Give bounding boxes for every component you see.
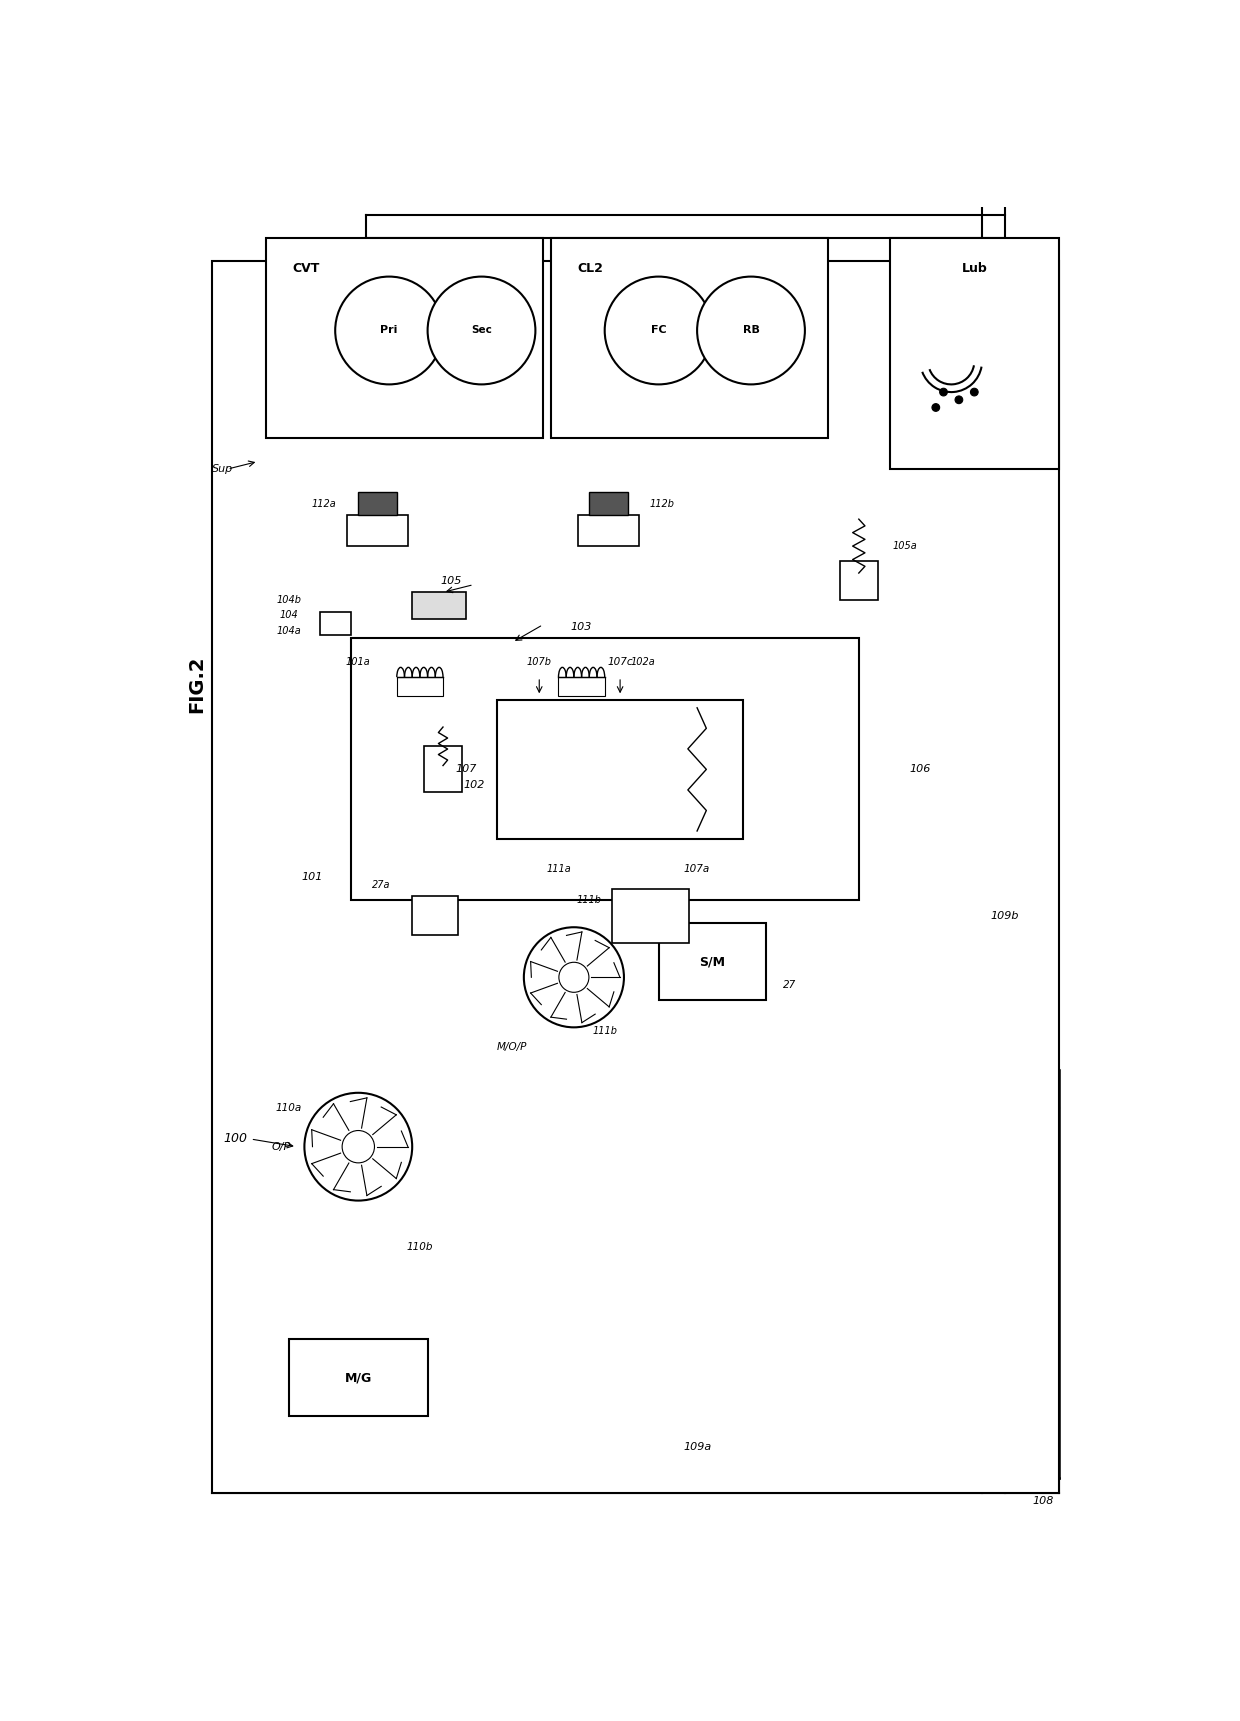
Text: 107b: 107b — [527, 657, 552, 666]
Text: 105: 105 — [440, 577, 461, 585]
Text: Sec: Sec — [471, 325, 492, 336]
Text: 104: 104 — [280, 611, 299, 620]
Circle shape — [971, 389, 978, 396]
Bar — [412, 592, 466, 620]
Bar — [578, 515, 640, 546]
Bar — [397, 676, 443, 697]
Text: O/P: O/P — [272, 1141, 291, 1151]
Text: 103: 103 — [570, 621, 593, 632]
Text: 108: 108 — [1033, 1496, 1054, 1506]
Circle shape — [697, 277, 805, 384]
Text: CVT: CVT — [293, 262, 320, 275]
Text: 106: 106 — [910, 764, 931, 774]
Text: M/G: M/G — [345, 1372, 372, 1384]
Text: Sup: Sup — [212, 465, 233, 473]
Text: FIG.2: FIG.2 — [187, 656, 206, 714]
Circle shape — [304, 1093, 412, 1201]
Bar — [289, 1339, 428, 1416]
Bar — [265, 237, 543, 439]
Text: FC: FC — [651, 325, 666, 336]
Text: 100: 100 — [223, 1132, 247, 1146]
Bar — [589, 492, 627, 515]
Bar — [412, 897, 459, 935]
Bar — [839, 561, 878, 601]
Text: RB: RB — [743, 325, 759, 336]
Text: Pri: Pri — [381, 325, 398, 336]
Text: 112a: 112a — [311, 499, 336, 509]
Circle shape — [955, 396, 962, 404]
Text: 107c: 107c — [608, 657, 632, 666]
Circle shape — [523, 928, 624, 1027]
Text: 107a: 107a — [684, 864, 711, 874]
Text: 109b: 109b — [991, 910, 1019, 921]
Text: 104b: 104b — [277, 595, 301, 606]
Text: 101: 101 — [301, 873, 322, 883]
Text: CL2: CL2 — [578, 262, 604, 275]
Bar — [424, 747, 463, 792]
Text: 107: 107 — [455, 764, 477, 774]
Bar — [551, 237, 828, 439]
Bar — [497, 700, 743, 838]
Bar — [320, 611, 351, 635]
Circle shape — [932, 404, 940, 411]
Text: 102: 102 — [463, 780, 485, 790]
Text: M/O/P: M/O/P — [497, 1041, 527, 1052]
Text: 111a: 111a — [546, 864, 570, 874]
Bar — [358, 492, 397, 515]
Text: 102a: 102a — [631, 657, 656, 666]
Bar — [658, 924, 766, 1000]
Text: 27a: 27a — [372, 879, 391, 890]
Bar — [351, 638, 859, 900]
Text: 110b: 110b — [407, 1243, 433, 1251]
Bar — [613, 888, 689, 943]
Circle shape — [342, 1131, 374, 1163]
Circle shape — [559, 962, 589, 993]
Circle shape — [428, 277, 536, 384]
Text: 105a: 105a — [893, 540, 918, 551]
Text: 27: 27 — [782, 979, 796, 990]
Text: 101a: 101a — [346, 657, 371, 666]
Text: 110a: 110a — [275, 1103, 303, 1113]
Bar — [889, 237, 1059, 470]
Text: 109a: 109a — [683, 1442, 712, 1453]
Text: 111b: 111b — [593, 1026, 618, 1036]
Bar — [250, 454, 859, 608]
Text: 111b: 111b — [577, 895, 601, 905]
Circle shape — [605, 277, 713, 384]
Bar — [347, 515, 408, 546]
Bar — [558, 676, 605, 697]
Text: 112b: 112b — [650, 499, 675, 509]
Text: S/M: S/M — [699, 955, 725, 969]
Circle shape — [940, 389, 947, 396]
Text: Lub: Lub — [961, 262, 987, 275]
Bar — [212, 262, 1059, 1494]
Circle shape — [335, 277, 443, 384]
Text: 104a: 104a — [277, 626, 301, 635]
